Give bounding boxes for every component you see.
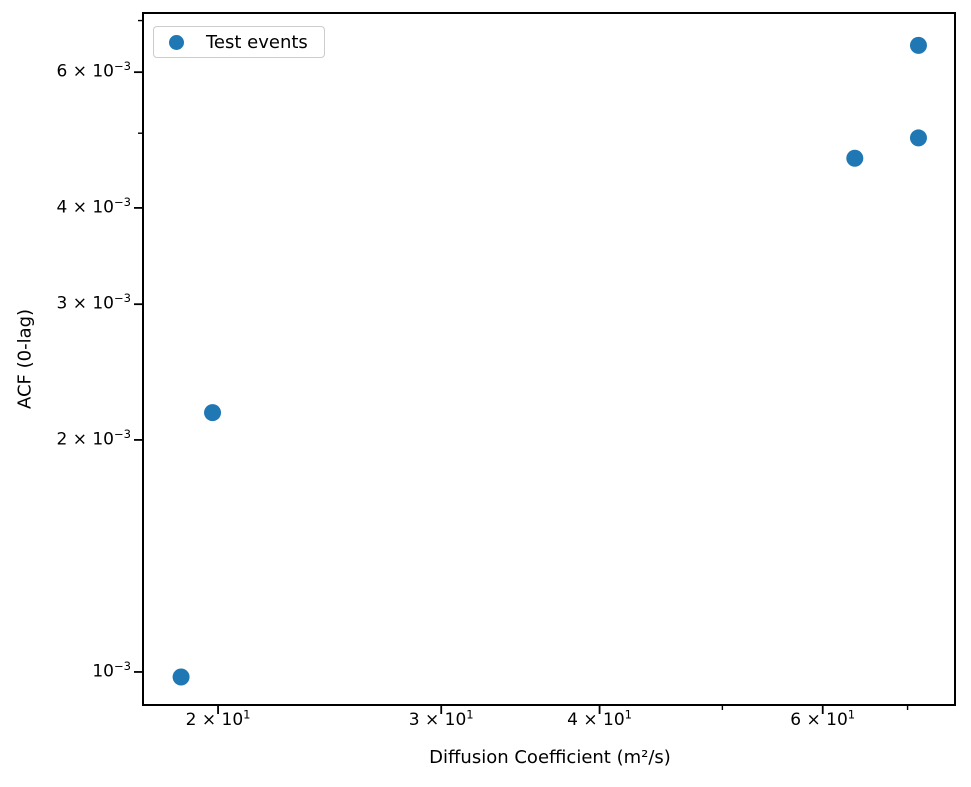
legend-marker-circle-icon — [169, 34, 184, 50]
legend-label: Test events — [206, 31, 308, 53]
data-point — [172, 668, 190, 686]
y-axis-label: ACF (0-lag) — [14, 308, 36, 410]
data-point — [909, 36, 927, 54]
data-point — [909, 129, 927, 147]
legend: Test events — [153, 26, 325, 58]
x-axis-label: Diffusion Coefficient (m²/s) — [429, 747, 671, 768]
data-point — [846, 149, 864, 167]
plot-border-spines — [142, 12, 956, 706]
data-point — [204, 404, 222, 422]
